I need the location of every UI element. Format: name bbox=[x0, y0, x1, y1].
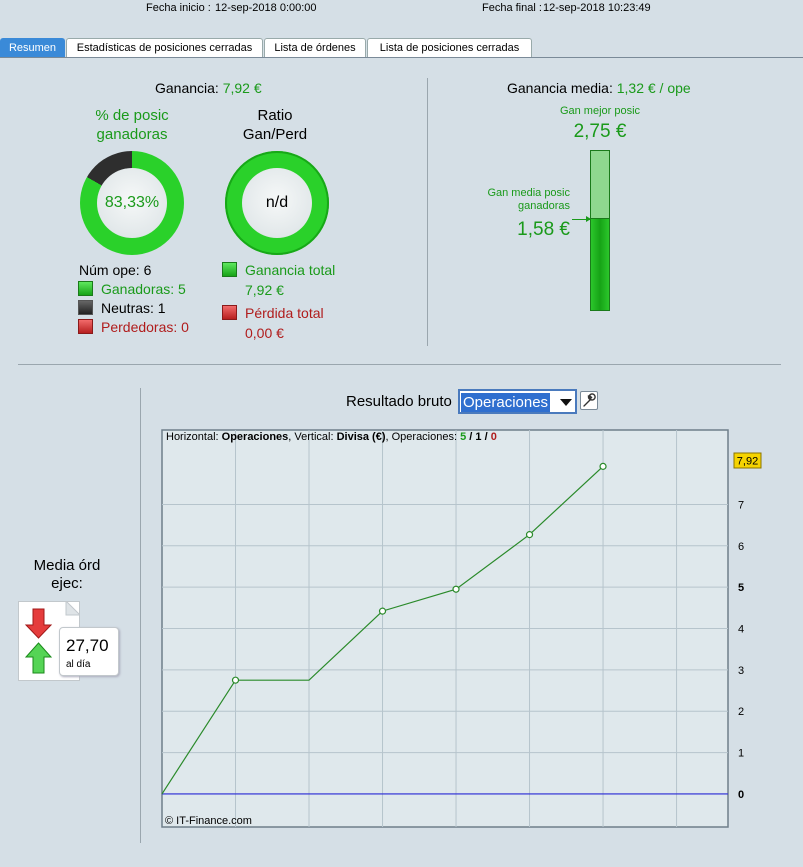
avg-gain-bar-fill bbox=[591, 218, 609, 310]
y-tick-label: 7 bbox=[738, 499, 744, 511]
y-tick-label: 3 bbox=[738, 665, 744, 677]
y-tick-label: 5 bbox=[738, 582, 744, 594]
losers-count: Perdedoras: 0 bbox=[101, 319, 189, 335]
ratio-title-line2: Gan/Perd bbox=[242, 126, 308, 143]
caption-sep: / bbox=[466, 431, 475, 443]
caption-sep: / bbox=[482, 431, 491, 443]
best-position-label: Gan mejor posic bbox=[559, 105, 641, 117]
winners-count: Ganadoras: 5 bbox=[101, 281, 186, 297]
tab-bar: Resumen Estadísticas de posiciones cerra… bbox=[0, 38, 803, 58]
ratio-gauge: n/d bbox=[225, 151, 329, 255]
caption-ops-loss: 0 bbox=[491, 431, 497, 443]
red-square-icon bbox=[78, 319, 93, 334]
orders-value: 27,70 bbox=[66, 636, 109, 655]
data-point bbox=[378, 607, 387, 615]
caption-v-value: Divisa (€) bbox=[337, 431, 386, 443]
y-tick-label: 4 bbox=[738, 624, 744, 636]
data-point bbox=[231, 676, 240, 684]
data-point bbox=[599, 462, 607, 470]
data-point bbox=[452, 585, 460, 593]
ratio-value: n/d bbox=[242, 168, 312, 238]
vertical-divider bbox=[427, 78, 428, 346]
y-tick-label: 0 bbox=[738, 789, 744, 801]
avg-gain-value: 1,32 € / ope bbox=[616, 80, 691, 96]
green-square-icon bbox=[222, 262, 237, 277]
profit-value: 7,92 € bbox=[222, 80, 262, 96]
data-point bbox=[525, 531, 534, 539]
black-square-icon bbox=[78, 300, 93, 315]
wrench-icon bbox=[583, 393, 596, 407]
result-chart: 0 1 2 3 4 5 6 7 1 2 3 4 5 6 7 7,92 Horizontal: Operac… bbox=[161, 429, 762, 828]
win-pct-title-line2: ganadoras bbox=[96, 126, 168, 143]
caption-v-label: , Vertical: bbox=[288, 431, 336, 443]
caption-ops-label: , Operaciones: bbox=[386, 431, 461, 443]
num-ops: Núm ope: 6 bbox=[79, 262, 152, 278]
green-square-icon bbox=[78, 281, 93, 296]
y-tick-label: 2 bbox=[738, 706, 744, 718]
y-tick-label: 1 bbox=[738, 748, 744, 760]
y-tick-label: 6 bbox=[738, 541, 744, 553]
ratio-title-line1: Ratio bbox=[257, 107, 293, 124]
end-date-label: Fecha final : bbox=[482, 2, 542, 14]
win-pct-value: 83,33% bbox=[97, 168, 167, 238]
avg-win-label: Gan media posic ganadoras bbox=[470, 187, 570, 213]
avg-win-arrow-icon bbox=[572, 216, 591, 222]
chart-copyright: © IT-Finance.com bbox=[165, 815, 252, 827]
caption-ops-neutral: 1 bbox=[475, 431, 481, 443]
orders-label: Media órd ejec: bbox=[20, 557, 114, 593]
result-select-value: Operaciones bbox=[461, 393, 551, 412]
avg-win-value: 1,58 € bbox=[517, 219, 570, 240]
avg-gain-summary: Ganancia media: 1,32 € / ope bbox=[507, 80, 691, 96]
tab-resumen[interactable]: Resumen bbox=[0, 38, 65, 57]
avg-gain-bar bbox=[590, 150, 610, 311]
best-position-value: 2,75 € bbox=[573, 121, 627, 142]
avg-win-label-line2: ganadoras bbox=[518, 200, 570, 212]
red-square-icon bbox=[222, 305, 237, 320]
orders-value-card: 27,70 al día bbox=[59, 627, 119, 676]
total-loss-label: Pérdida total bbox=[245, 305, 324, 321]
win-pct-title: % de posic ganadoras bbox=[80, 106, 184, 144]
win-pct-title-line1: % de posic bbox=[95, 107, 169, 124]
vertical-divider-chart bbox=[140, 388, 141, 843]
chevron-down-icon bbox=[560, 399, 572, 406]
caption-h-value: Operaciones bbox=[222, 431, 289, 443]
ratio-title: Ratio Gan/Perd bbox=[223, 106, 327, 144]
chart-y-ticks: 0 1 2 3 4 5 6 7 bbox=[738, 499, 744, 800]
result-select[interactable]: Operaciones bbox=[458, 389, 577, 414]
profit-summary: Ganancia: 7,92 € bbox=[155, 80, 262, 96]
chart-markers bbox=[231, 462, 607, 684]
orders-unit: al día bbox=[66, 659, 91, 670]
wrench-settings-button[interactable] bbox=[580, 391, 598, 410]
total-gain-label: Ganancia total bbox=[245, 262, 336, 278]
avg-win-label-line1: Gan media posic bbox=[487, 187, 570, 199]
start-date-label: Fecha inicio : bbox=[146, 2, 211, 14]
chart-caption: Horizontal: Operaciones, Vertical: Divis… bbox=[166, 431, 497, 443]
start-date-value: 12-sep-2018 0:00:00 bbox=[215, 2, 317, 14]
win-pct-gauge: 83,33% bbox=[80, 151, 184, 255]
tab-order-list[interactable]: Lista de órdenes bbox=[264, 38, 366, 57]
avg-gain-label: Ganancia media: bbox=[507, 80, 613, 96]
result-label: Resultado bruto bbox=[346, 393, 452, 410]
orders-label-line1: Media órd bbox=[33, 557, 101, 574]
neutral-count: Neutras: 1 bbox=[101, 300, 166, 316]
last-value-badge bbox=[733, 452, 762, 469]
tab-closed-position-stats[interactable]: Estadísticas de posiciones cerradas bbox=[66, 38, 263, 57]
date-range-bar: Fecha inicio : 12-sep-2018 0:00:00 Fecha… bbox=[0, 0, 803, 18]
tab-closed-position-list[interactable]: Lista de posiciones cerradas bbox=[367, 38, 532, 57]
total-loss-value: 0,00 € bbox=[245, 325, 284, 341]
chart-last-value: 7,92 bbox=[733, 452, 762, 469]
orders-label-line2: ejec: bbox=[51, 575, 83, 592]
caption-h-label: Horizontal: bbox=[166, 431, 222, 443]
horizontal-divider bbox=[18, 364, 781, 365]
profit-label: Ganancia: bbox=[155, 80, 219, 96]
tab-divider bbox=[0, 57, 803, 58]
total-gain-value: 7,92 € bbox=[245, 282, 284, 298]
end-date-value: 12-sep-2018 10:23:49 bbox=[543, 2, 651, 14]
last-value-label: 7,92 bbox=[737, 456, 758, 468]
caption-ops-win: 5 bbox=[460, 431, 466, 443]
